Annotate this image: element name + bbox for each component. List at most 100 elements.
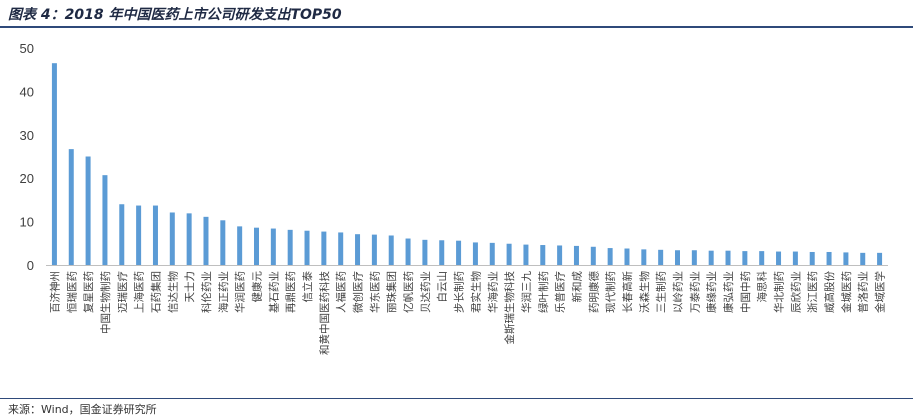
bar [523, 244, 529, 265]
bar [321, 231, 327, 265]
bar [641, 249, 647, 265]
bar [388, 235, 394, 265]
bar [506, 243, 512, 265]
x-axis-labels: 百济神州 恒瑞医药 复星医药 中国生物制药 迈瑞医疗 上海医药 石药集团 信达生物 天士力 科伦药… [48, 271, 886, 355]
bar [338, 232, 344, 265]
x-tick-label: 白云山 [436, 271, 449, 303]
x-tick-label: 海思科 [756, 271, 769, 303]
bar [489, 242, 495, 265]
x-tick-label: 药明康德 [587, 271, 600, 313]
x-tick-label: 中国中药 [739, 271, 752, 313]
x-tick-label: 信达生物 [166, 271, 179, 313]
bar [152, 205, 158, 265]
x-tick-label: 丽珠集团 [385, 271, 398, 313]
bar [590, 246, 596, 265]
bar [759, 251, 765, 265]
x-tick-label: 科伦药业 [200, 271, 213, 313]
x-tick-label: 恒瑞医药 [65, 271, 78, 313]
x-tick-label: 海正药业 [217, 271, 230, 313]
bar [220, 220, 226, 265]
x-tick-label: 普洛药业 [857, 271, 870, 313]
x-tick-label: 人福医药 [335, 271, 348, 313]
bar [691, 250, 697, 265]
bar [624, 248, 630, 265]
x-tick-label: 亿帆医药 [402, 271, 415, 313]
x-tick-label: 华北制药 [773, 271, 786, 313]
x-tick-label: 华海药业 [486, 271, 499, 313]
x-tick-label: 微创医疗 [352, 271, 365, 313]
x-tick-label: 浙江医药 [807, 271, 819, 313]
x-tick-label: 绿叶制药 [537, 271, 550, 313]
y-tick-label: 30 [20, 128, 34, 143]
x-tick-label: 金城医药 [840, 271, 853, 313]
bar [405, 238, 411, 265]
x-tick-label: 华东医药 [368, 271, 381, 313]
x-tick-label: 金域医学 [874, 271, 887, 313]
bar [742, 251, 748, 265]
x-tick-label: 中国生物制药 [99, 271, 112, 334]
x-tick-label: 新和成 [570, 271, 583, 303]
x-tick-label: 和黄中国医药科技 [318, 271, 331, 355]
x-tick-label: 辰欣药业 [789, 271, 802, 313]
source-note: 来源：Wind，国金证券研究所 [8, 403, 157, 416]
y-tick-label: 10 [20, 215, 34, 230]
bar [877, 252, 883, 265]
bar [186, 213, 192, 265]
bar [304, 230, 310, 265]
bar-chart: 0 10 20 30 40 50 百济神州 恒瑞医药 复星医药 中国生物制药 迈瑞医疗 上海医药 石药… [20, 41, 888, 355]
x-tick-label: 迈瑞医疗 [116, 271, 129, 313]
bar [809, 251, 815, 265]
bar [237, 226, 243, 265]
bar [203, 216, 209, 265]
x-tick-label: 三生制药 [655, 271, 668, 313]
x-tick-label: 步长制药 [453, 271, 466, 313]
bar [51, 63, 57, 265]
x-tick-label: 乐普医疗 [554, 271, 567, 313]
bar [658, 249, 664, 265]
bar [85, 156, 91, 265]
bar [725, 250, 731, 265]
x-tick-label: 金斯瑞生物科技 [503, 271, 516, 345]
x-tick-label: 贝达药业 [420, 271, 432, 313]
y-axis: 0 10 20 30 40 50 [20, 41, 34, 273]
y-tick-label: 40 [20, 84, 34, 99]
x-tick-label: 信立泰 [301, 271, 314, 303]
y-tick-label: 0 [27, 258, 34, 273]
x-tick-label: 以岭药业 [672, 271, 685, 313]
x-tick-label: 康弘药业 [722, 271, 735, 313]
bar [422, 239, 428, 265]
bar [776, 251, 782, 265]
x-tick-label: 健康元 [251, 271, 264, 303]
x-tick-label: 复星医药 [82, 271, 95, 313]
x-tick-label: 现代制药 [604, 271, 617, 313]
x-tick-label: 康缘药业 [705, 271, 718, 313]
bar [472, 242, 478, 265]
bar [573, 245, 579, 265]
x-tick-label: 石药集团 [149, 271, 162, 313]
y-tick-label: 20 [20, 171, 34, 186]
bar [68, 149, 74, 265]
bar [540, 245, 546, 265]
x-tick-label: 华润三九 [520, 271, 533, 313]
bar [119, 204, 125, 265]
bars-group [51, 63, 883, 265]
y-tick-label: 50 [20, 41, 34, 56]
x-tick-label: 百济神州 [48, 271, 61, 313]
bar [136, 205, 142, 265]
footer-divider [0, 398, 913, 399]
bar [843, 252, 849, 265]
chart-title: 图表 4：2018 年中国医药上市公司研发支出TOP50 [8, 7, 342, 23]
x-tick-label: 华润医药 [234, 271, 247, 313]
x-tick-label: 基石药业 [267, 271, 280, 313]
bar [371, 234, 377, 265]
bar [169, 212, 175, 265]
x-tick-label: 沃森生物 [638, 271, 651, 313]
x-tick-label: 天士力 [183, 271, 196, 303]
bar [708, 250, 714, 265]
bar [287, 229, 293, 265]
x-tick-label: 君实生物 [469, 271, 482, 313]
bar [826, 251, 832, 265]
bar [270, 228, 276, 265]
bar [675, 250, 680, 265]
x-tick-label: 万泰药业 [688, 271, 701, 313]
